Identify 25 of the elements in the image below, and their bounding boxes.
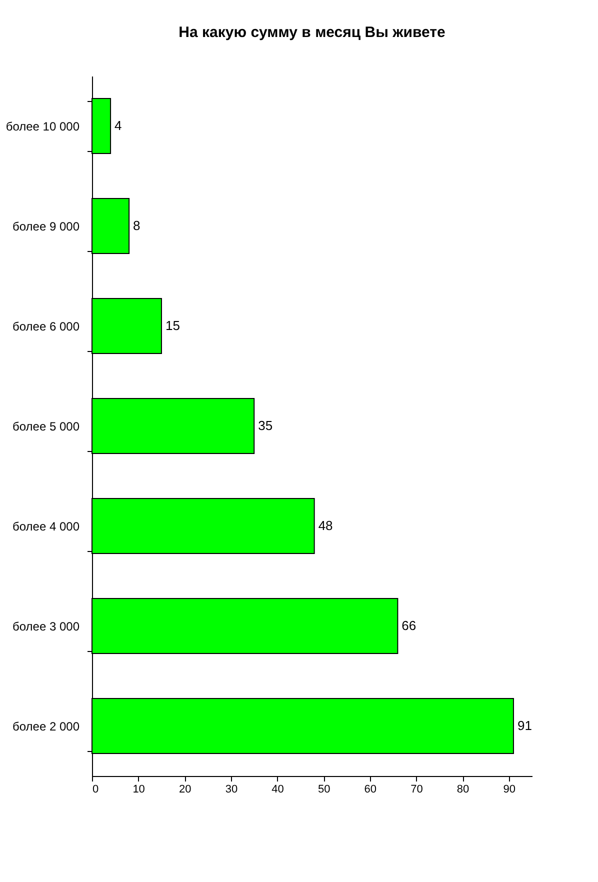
x-tick-label: 80 bbox=[456, 784, 470, 796]
chart-title: На какую сумму в месяц Вы живете bbox=[178, 24, 446, 41]
x-tick-label: 50 bbox=[318, 784, 330, 796]
data-label: 35 bbox=[258, 418, 273, 433]
data-label: 48 bbox=[318, 518, 333, 533]
y-tick-label: более 9 000 bbox=[12, 220, 80, 234]
y-tick-label: более 2 000 bbox=[12, 720, 80, 734]
x-tick-label: 90 bbox=[503, 784, 516, 796]
data-label: 15 bbox=[165, 318, 180, 333]
x-tick-label: 30 bbox=[225, 784, 238, 796]
x-tick-label: 10 bbox=[132, 784, 145, 796]
y-tick-label: более 3 000 bbox=[12, 620, 80, 634]
x-tick-label: 0 bbox=[92, 784, 99, 796]
y-tick-label: более 6 000 bbox=[12, 320, 80, 334]
data-label: 8 bbox=[133, 218, 140, 233]
data-label: 66 bbox=[402, 618, 416, 633]
x-tick-label: 70 bbox=[410, 784, 423, 796]
y-tick-label: более 4 000 bbox=[12, 520, 80, 534]
data-label: 91 bbox=[517, 718, 532, 733]
y-tick-label: более 10 000 bbox=[6, 120, 80, 134]
x-tick-label: 40 bbox=[272, 784, 284, 796]
x-tick-label: 20 bbox=[179, 784, 192, 796]
data-label: 4 bbox=[114, 118, 122, 133]
y-tick-label: более 5 000 bbox=[12, 420, 80, 434]
x-tick-label: 60 bbox=[364, 784, 377, 796]
